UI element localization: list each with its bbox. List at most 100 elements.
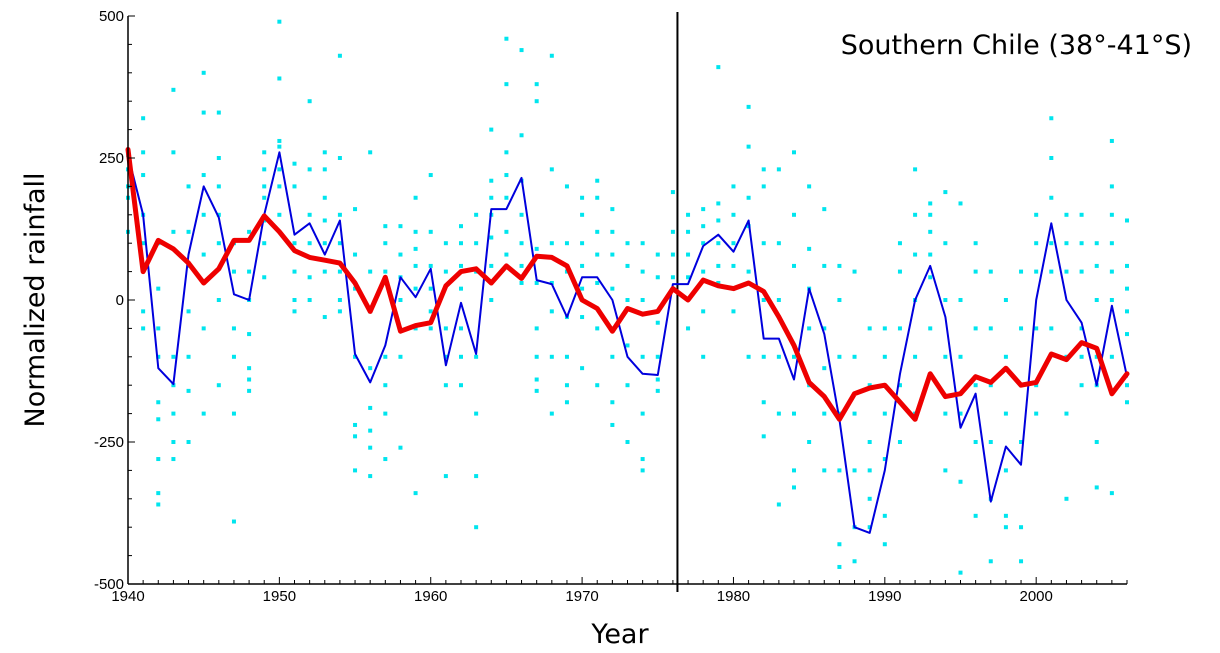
scatter-point — [231, 411, 236, 416]
scatter-point — [383, 241, 388, 246]
scatter-point — [610, 207, 615, 212]
scatter-point — [943, 411, 948, 416]
y-tick-label: 250 — [99, 150, 124, 167]
scatter-point — [1109, 212, 1114, 217]
scatter-point — [459, 354, 463, 359]
scatter-point — [686, 229, 691, 234]
scatter-point — [852, 468, 857, 473]
scatter-point — [428, 263, 433, 268]
scatter-point — [897, 269, 902, 274]
scatter-point — [337, 298, 342, 302]
scatter-point — [837, 411, 842, 416]
scatter-point — [580, 286, 585, 291]
scatter-point — [504, 173, 509, 178]
scatter-point — [1019, 269, 1024, 274]
scatter-point — [973, 241, 978, 246]
scatter-point — [761, 298, 766, 302]
scatter-point — [625, 440, 630, 444]
scatter-point — [1094, 354, 1099, 359]
scatter-point — [504, 252, 509, 257]
scatter-point — [882, 457, 887, 462]
scatter-point — [292, 184, 297, 189]
scatter-point — [277, 19, 282, 24]
scatter-point — [686, 275, 691, 280]
scatter-point — [201, 70, 206, 75]
scatter-point — [201, 411, 206, 416]
scatter-point — [867, 440, 872, 444]
scatter-point — [822, 468, 827, 473]
scatter-point — [368, 269, 373, 274]
scatter-point — [398, 298, 403, 302]
scatter-point — [564, 400, 569, 405]
scatter-point — [368, 405, 373, 410]
scatter-point — [368, 445, 373, 450]
scatter-point — [519, 133, 524, 138]
scatter-point — [655, 252, 660, 257]
scatter-point — [504, 195, 509, 200]
scatter-point — [746, 269, 751, 274]
scatter-point — [1079, 326, 1084, 331]
scatter-point — [867, 525, 872, 530]
scatter-point — [580, 195, 585, 200]
scatter-point — [655, 275, 660, 280]
scatter-point — [580, 241, 585, 246]
scatter-point — [504, 36, 509, 41]
scatter-point — [640, 468, 645, 473]
scatter-point — [353, 286, 358, 291]
scatter-point — [928, 252, 933, 257]
scatter-point — [943, 190, 948, 195]
scatter-point — [1094, 440, 1099, 444]
scatter-point — [988, 326, 993, 331]
scatter-point — [610, 354, 615, 359]
scatter-point — [1094, 263, 1099, 268]
scatter-point — [141, 326, 146, 331]
scatter-point — [973, 269, 978, 274]
x-tick-label: 1970 — [565, 588, 598, 605]
scatter-point — [1049, 326, 1054, 331]
scatter-point — [549, 167, 554, 172]
scatter-point — [595, 383, 600, 388]
scatter-point — [625, 298, 630, 302]
scatter-point — [776, 241, 781, 246]
scatter-point — [519, 48, 524, 53]
scatter-point — [474, 525, 479, 530]
scatter-point — [322, 269, 327, 274]
scatter-point — [792, 150, 796, 155]
scatter-point — [171, 229, 176, 234]
scatter-point — [459, 286, 463, 291]
y-tick-label: 0 — [116, 292, 124, 309]
scatter-point — [1034, 411, 1039, 416]
scatter-point — [625, 241, 630, 246]
scatter-point — [580, 315, 585, 320]
scatter-point — [1003, 468, 1008, 473]
scatter-point — [686, 252, 691, 257]
scatter-point — [943, 354, 948, 359]
scatter-point — [1003, 525, 1008, 530]
scatter-point — [882, 513, 887, 518]
scatter-point — [156, 286, 161, 291]
scatter-point — [322, 315, 327, 320]
scatter-point — [655, 354, 660, 359]
scatter-point — [580, 212, 585, 217]
scatter-point — [807, 440, 812, 444]
scatter-point — [973, 326, 978, 331]
scatter-point — [610, 252, 615, 257]
scatter-point — [398, 445, 403, 450]
scatter-point — [262, 241, 267, 246]
scatter-point — [519, 280, 524, 285]
scatter-point — [792, 485, 796, 490]
scatter-point — [489, 195, 494, 200]
scatter-point — [383, 383, 388, 388]
scatter-point — [625, 343, 630, 348]
scatter-point — [595, 178, 600, 183]
scatter-point — [913, 354, 918, 359]
scatter-point — [459, 263, 463, 268]
scatter-point — [958, 298, 963, 302]
scatter-point — [746, 354, 751, 359]
scatter-point — [549, 53, 554, 58]
x-tick-label: 1990 — [868, 588, 901, 605]
scatter-point — [443, 474, 448, 479]
scatter-point — [670, 229, 675, 234]
scatter-point — [534, 280, 539, 285]
